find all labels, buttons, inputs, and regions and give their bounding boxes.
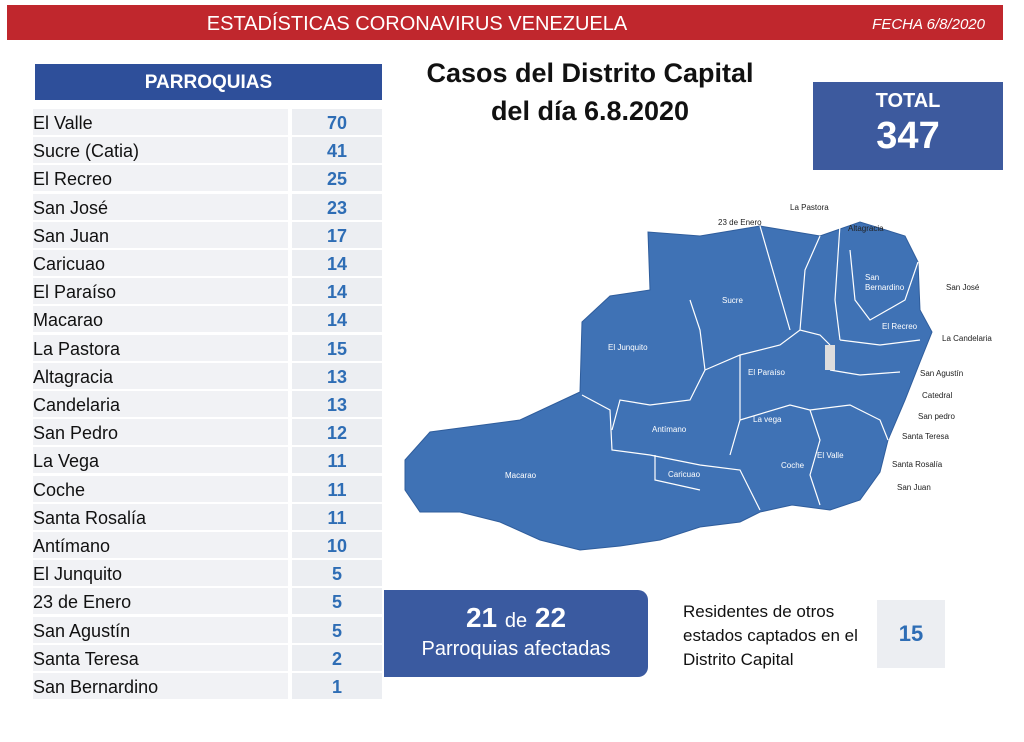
parish-name: La Vega xyxy=(33,447,288,474)
parish-cases: 11 xyxy=(292,503,382,530)
map-center xyxy=(825,345,835,370)
map-label: La Pastora xyxy=(790,203,829,212)
parish-name: Coche xyxy=(33,475,288,502)
header-date: FECHA 6/8/2020 xyxy=(872,16,985,33)
parish-name: El Paraíso xyxy=(33,278,288,305)
map-label: San pedro xyxy=(918,412,955,421)
parish-cases: 14 xyxy=(292,250,382,276)
residents-value: 15 xyxy=(877,600,945,668)
map-label: La Candelaria xyxy=(942,334,992,343)
map-label: Caricuao xyxy=(668,470,701,479)
map-label: El Paraíso xyxy=(748,368,785,377)
map-label: San Juan xyxy=(897,483,931,492)
parish-cases: 11 xyxy=(292,447,382,474)
total-box: TOTAL 347 xyxy=(813,82,1003,170)
map-label: 23 de Enero xyxy=(718,218,762,227)
map-labels: Macarao El Junquito Sucre Antímano Caricuao C… xyxy=(505,203,992,492)
map-label: El Valle xyxy=(817,451,844,460)
parish-name: Macarao xyxy=(33,306,288,333)
affected-joiner: de xyxy=(504,610,528,632)
map-label: San Bernardino xyxy=(865,273,905,292)
residents-line: Residentes de otros xyxy=(683,602,835,621)
parish-name: El Junquito xyxy=(33,560,288,587)
parish-name: Santa Rosalía xyxy=(33,503,288,530)
residents-line: Distrito Capital xyxy=(683,650,794,669)
map-label: Coche xyxy=(781,461,805,470)
parish-name: El Valle xyxy=(33,109,288,135)
affected-box: 21 de 22 Parroquias afectadas xyxy=(384,590,648,677)
affected-label: Parroquias afectadas xyxy=(421,638,611,660)
parish-name: San Agustín xyxy=(33,616,288,643)
parish-name: Caricuao xyxy=(33,250,288,276)
affected-total: 22 xyxy=(534,602,567,633)
parish-cases: 1 xyxy=(292,673,382,699)
parish-cases: 13 xyxy=(292,362,382,389)
map-label: Catedral xyxy=(922,391,952,400)
parish-name: San Pedro xyxy=(33,419,288,446)
parish-name: El Recreo xyxy=(33,165,288,192)
map-label: Altagracia xyxy=(848,224,884,233)
parish-cases: 14 xyxy=(292,306,382,333)
total-label: TOTAL xyxy=(875,90,941,112)
map-borders xyxy=(581,224,921,511)
map-label: La vega xyxy=(753,415,782,424)
header-title: ESTADÍSTICAS CORONAVIRUS VENEZUELA xyxy=(206,13,628,35)
parish-cases: 10 xyxy=(292,532,382,558)
affected-count: 21 xyxy=(465,602,498,633)
map-label: El Recreo xyxy=(882,322,918,331)
table-header: PARROQUIAS xyxy=(35,64,382,100)
parish-name: Altagracia xyxy=(33,362,288,389)
parish-cases: 15 xyxy=(292,334,382,361)
parish-cases: 13 xyxy=(292,391,382,417)
parish-name: 23 de Enero xyxy=(33,588,288,615)
residents-text: Residentes de otros estados captados en … xyxy=(683,600,858,672)
map-label: El Junquito xyxy=(608,343,648,352)
parish-name: La Pastora xyxy=(33,334,288,361)
map-title: Casos del Distrito Capital xyxy=(426,58,754,88)
parish-cases: 12 xyxy=(292,419,382,446)
parish-cases: 23 xyxy=(292,193,382,220)
residents-line: estados captados en el xyxy=(683,626,858,645)
map-label: Antímano xyxy=(652,425,687,434)
map-title: del día 6.8.2020 xyxy=(490,96,690,126)
parish-name: Antímano xyxy=(33,532,288,558)
map-label: Santa Teresa xyxy=(902,432,950,441)
map-shape xyxy=(404,221,933,551)
parish-cases: 5 xyxy=(292,588,382,615)
map-label: Macarao xyxy=(505,471,537,480)
parish-cases: 5 xyxy=(292,560,382,587)
header-bar: ESTADÍSTICAS CORONAVIRUS VENEZUELA FECHA… xyxy=(7,5,1003,40)
map-label: San José xyxy=(946,283,980,292)
parish-cases: 14 xyxy=(292,278,382,305)
parish-name: Santa Teresa xyxy=(33,644,288,671)
parish-cases: 11 xyxy=(292,475,382,502)
parish-cases: 25 xyxy=(292,165,382,192)
parish-name: San Juan xyxy=(33,221,288,248)
parish-cases: 5 xyxy=(292,616,382,643)
parish-cases: 70 xyxy=(292,109,382,135)
total-value: 347 xyxy=(876,115,940,157)
parish-name: Candelaria xyxy=(33,391,288,417)
parish-cases: 2 xyxy=(292,644,382,671)
parish-cases: 17 xyxy=(292,221,382,248)
map-label: Santa Rosalía xyxy=(892,460,943,469)
map-label: Sucre xyxy=(722,296,743,305)
map-label: San Agustín xyxy=(920,369,963,378)
parish-name: San José xyxy=(33,193,288,220)
parish-name: Sucre (Catia) xyxy=(33,137,288,164)
parish-name: San Bernardino xyxy=(33,673,288,699)
parish-cases: 41 xyxy=(292,137,382,164)
